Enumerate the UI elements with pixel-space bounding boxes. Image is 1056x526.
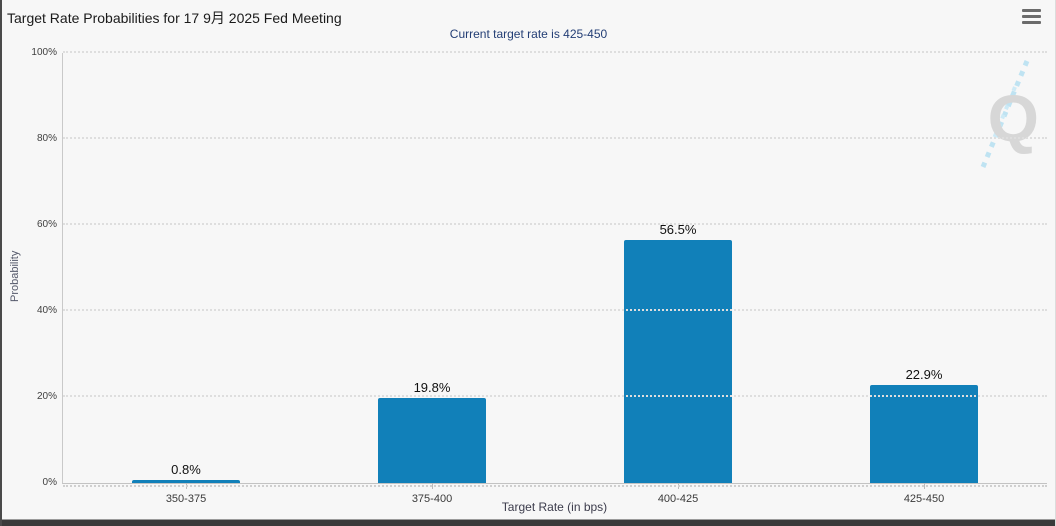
y-tick-label: 40%: [36, 305, 57, 316]
y-axis-title: Probability: [9, 250, 21, 302]
x-tick-label: 425-450: [903, 493, 945, 505]
hamburger-menu-icon[interactable]: [1022, 9, 1041, 24]
x-tick-mark: [678, 483, 679, 489]
gridline-60: [63, 223, 1047, 225]
bar-value-label: 0.8%: [171, 461, 201, 477]
y-tick-label: 0%: [42, 477, 57, 488]
y-tick-label: 80%: [36, 133, 57, 144]
y-tick-label: 60%: [36, 219, 57, 230]
bar-group-350-375: 0.8% 350-375: [63, 53, 309, 505]
bottom-window-edge: [2, 519, 1055, 526]
y-tick-label: 20%: [36, 391, 57, 402]
chart-title: Target Rate Probabilities for 17 9月 2025…: [7, 10, 342, 26]
bar-value-label: 19.8%: [413, 379, 451, 395]
bar-350-375[interactable]: [132, 479, 240, 483]
x-tick-label: 400-425: [657, 493, 699, 505]
gridline-100: [63, 51, 1047, 53]
bar-425-450[interactable]: [870, 384, 978, 483]
bar-375-400[interactable]: [378, 397, 486, 483]
hamburger-line: [1022, 9, 1041, 12]
bar-group-400-425: 56.5% 400-425: [555, 53, 801, 505]
x-tick-mark: [432, 483, 433, 489]
gridline-40: [63, 309, 1047, 311]
title-bar: Target Rate Probabilities for 17 9月 2025…: [2, 0, 1055, 26]
y-tick-label: 100%: [31, 47, 57, 58]
x-tick-mark: [186, 483, 187, 489]
bar-value-label: 56.5%: [659, 222, 697, 238]
x-axis-title: Target Rate (in bps): [501, 500, 608, 514]
gridline-20: [63, 395, 1047, 397]
bars-row: 0.8% 350-375 19.8% 375-400 56.5% 400-425 22.9%…: [63, 53, 1047, 505]
bar-400-425[interactable]: [624, 240, 732, 483]
gridline-80: [63, 137, 1047, 139]
hamburger-line: [1022, 15, 1041, 18]
x-tick-label: 375-400: [411, 493, 453, 505]
bar-group-375-400: 19.8% 375-400: [309, 53, 555, 505]
x-tick-label: 350-375: [165, 493, 207, 505]
plot-area: Q 0.8% 350-375 19.8% 375-400 56.5% 400-425 22.…: [31, 47, 1047, 505]
x-tick-mark: [924, 483, 925, 489]
bar-group-425-450: 22.9% 425-450: [801, 53, 1047, 505]
chart-subtitle: Current target rate is 425-450: [449, 27, 608, 41]
hamburger-line: [1022, 21, 1041, 24]
bar-value-label: 22.9%: [905, 366, 943, 382]
